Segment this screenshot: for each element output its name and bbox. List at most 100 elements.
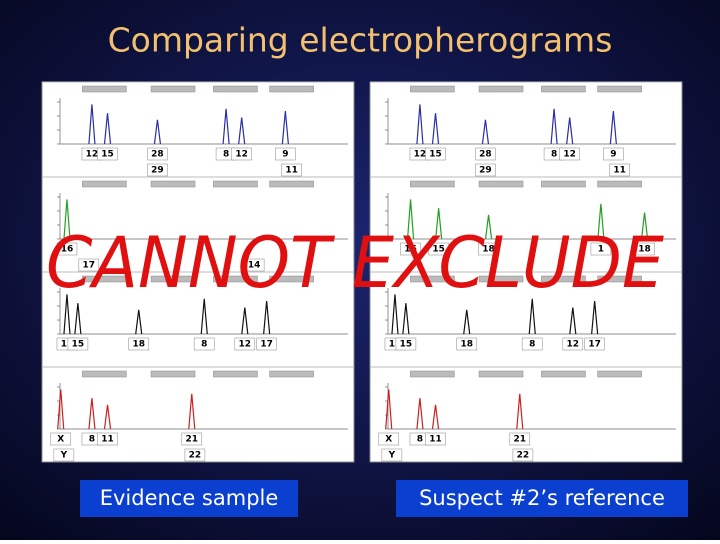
peak (88, 104, 96, 145)
peak (416, 104, 424, 145)
allele-label: 29 (151, 166, 164, 176)
allele-label: Y (388, 451, 396, 461)
allele-label: 11 (429, 435, 442, 445)
allele-box (147, 147, 168, 161)
allele-box (603, 147, 624, 161)
allele-label: 21 (185, 435, 198, 445)
locus-box (82, 85, 127, 93)
allele-label: 18 (482, 245, 495, 255)
peak (263, 300, 271, 335)
allele-label: 8 (89, 435, 95, 445)
locus-box (410, 370, 455, 378)
allele-box (395, 337, 417, 351)
locus-box (150, 275, 196, 283)
allele-label: 12 (563, 150, 576, 160)
locus-box (541, 85, 586, 93)
peak (222, 108, 230, 145)
peak (550, 108, 558, 145)
peak (238, 117, 246, 145)
allele-box (425, 432, 446, 446)
peak (88, 398, 96, 430)
allele-label: 17 (83, 261, 96, 271)
allele-box (53, 448, 75, 462)
peak (402, 303, 410, 335)
allele-box (56, 242, 78, 256)
locus-box (82, 275, 127, 283)
allele-box (78, 258, 100, 272)
locus-box (541, 370, 586, 378)
allele-label: 18 (638, 245, 651, 255)
allele-label: 8 (417, 435, 423, 445)
peak (597, 203, 605, 240)
peak (153, 119, 162, 145)
allele-label: 16 (404, 245, 417, 255)
allele-box (256, 337, 277, 351)
allele-box (475, 163, 496, 177)
allele-label: 18 (460, 340, 473, 350)
peak (416, 398, 424, 430)
caption-box (396, 480, 688, 517)
allele-box (128, 337, 150, 351)
allele-box (590, 242, 612, 256)
allele-label: 16 (61, 245, 74, 255)
peak (63, 199, 71, 240)
locus-box (478, 180, 524, 188)
allele-box (243, 258, 265, 272)
allele-label: 18 (132, 340, 145, 350)
allele-box (512, 448, 534, 462)
peak (103, 404, 112, 430)
allele-label: 12 (61, 340, 74, 350)
peak (241, 307, 249, 335)
locus-box (597, 275, 642, 283)
locus-box (410, 275, 455, 283)
allele-label: 9 (282, 150, 288, 160)
peak (516, 393, 524, 430)
allele-label: 15 (432, 245, 445, 255)
peak (74, 303, 82, 335)
allele-label: X (57, 435, 64, 445)
allele-box (147, 163, 168, 177)
allele-label: 12 (389, 340, 402, 350)
allele-label: 8 (223, 150, 229, 160)
allele-box (634, 242, 655, 256)
peak (431, 113, 440, 145)
allele-label: 8 (201, 340, 207, 350)
locus-box (478, 85, 524, 93)
allele-label: 29 (479, 166, 492, 176)
locus-box (597, 370, 642, 378)
locus-box (478, 370, 524, 378)
caption: Evidence sample (100, 486, 279, 510)
peak (463, 309, 471, 335)
allele-label: 22 (189, 451, 202, 461)
allele-box (559, 147, 580, 161)
allele-label: 22 (517, 451, 530, 461)
allele-label: 28 (479, 150, 492, 160)
allele-box (184, 448, 206, 462)
allele-label: 8 (529, 340, 535, 350)
allele-box (97, 147, 118, 161)
allele-box (50, 432, 72, 446)
allele-box (193, 337, 215, 351)
peak (63, 294, 71, 335)
allele-box (378, 432, 400, 446)
allele-box (181, 432, 203, 446)
locus-box (213, 275, 258, 283)
allele-label: 11 (613, 166, 626, 176)
allele-box (281, 163, 302, 177)
allele-label: 28 (151, 150, 164, 160)
allele-box (584, 337, 605, 351)
peak (385, 389, 393, 430)
allele-box (67, 337, 89, 351)
peak (435, 208, 443, 240)
allele-box (609, 163, 630, 177)
peak (431, 404, 440, 430)
allele-box (428, 242, 449, 256)
locus-box (269, 180, 314, 188)
locus-box (597, 180, 642, 188)
locus-box (269, 275, 314, 283)
caption: Suspect #2’s reference (419, 486, 665, 510)
locus-box (82, 370, 127, 378)
peak (484, 214, 493, 240)
peak (200, 298, 208, 335)
allele-label: 11 (101, 435, 114, 445)
